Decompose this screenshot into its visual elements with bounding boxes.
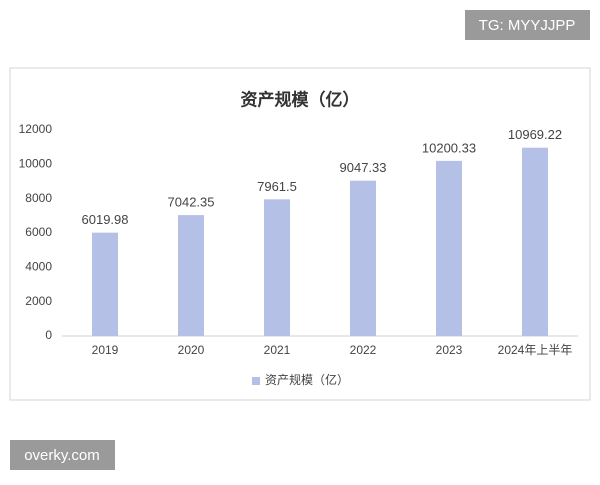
watermark: overky.com [24, 447, 100, 464]
bar [522, 147, 548, 336]
chart-title: 资产规模（亿） [241, 89, 360, 109]
bar [264, 199, 290, 336]
value-label: 7961.5 [257, 179, 297, 194]
y-tick-label: 8000 [25, 191, 52, 205]
x-tick-label: 2024年上半年 [498, 343, 573, 357]
y-tick-label: 2000 [25, 294, 52, 308]
legend-swatch [252, 377, 260, 385]
x-tick-label: 2022 [350, 343, 377, 357]
watermark: TG: MYYJJPP [479, 17, 576, 34]
value-label: 6019.98 [82, 212, 129, 227]
value-label: 10969.22 [508, 127, 562, 142]
y-tick-label: 0 [45, 328, 52, 342]
bar [92, 232, 118, 336]
x-tick-label: 2020 [178, 343, 205, 357]
bar [436, 160, 462, 336]
y-tick-label: 6000 [25, 225, 52, 239]
bar [178, 215, 204, 336]
y-tick-label: 12000 [19, 122, 53, 136]
y-tick-label: 4000 [25, 260, 52, 274]
value-label: 7042.35 [168, 195, 215, 210]
value-label: 9047.33 [340, 160, 387, 175]
x-tick-label: 2021 [264, 343, 291, 357]
x-tick-label: 2019 [92, 343, 119, 357]
y-tick-label: 10000 [19, 157, 53, 171]
legend-label: 资产规模（亿） [265, 372, 349, 387]
x-tick-label: 2023 [436, 343, 463, 357]
watermark-box [465, 10, 590, 40]
value-label: 10200.33 [422, 140, 476, 155]
bar [350, 180, 376, 336]
watermark-box [10, 440, 115, 470]
